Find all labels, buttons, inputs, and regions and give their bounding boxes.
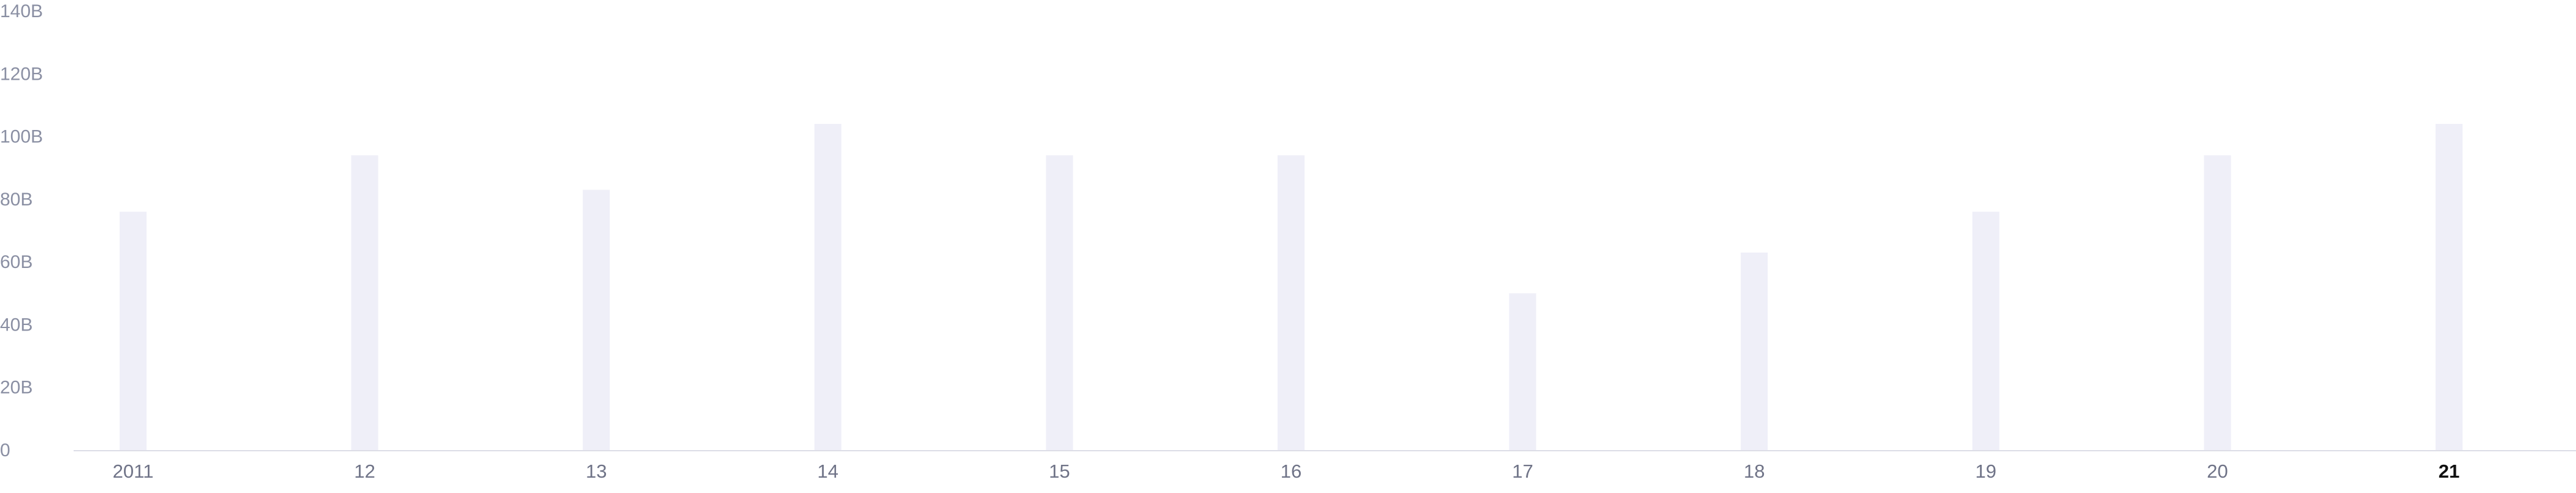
bar-15[interactable] <box>1046 155 1073 450</box>
bar-12[interactable] <box>351 155 378 450</box>
x-tick-label: 12 <box>354 461 375 482</box>
y-tick-label: 60B <box>0 252 33 272</box>
x-tick-label: 20 <box>2207 461 2228 482</box>
x-tick-label: 13 <box>586 461 607 482</box>
bar-17[interactable] <box>1509 293 1536 450</box>
y-axis: 0 20B 40B 60B 80B 100B 120B 140B <box>0 1 43 461</box>
y-tick-label: 100B <box>0 127 43 147</box>
x-tick-label: 19 <box>1976 461 1996 482</box>
x-tick-label: 15 <box>1049 461 1070 482</box>
x-tick-label: 21 <box>2439 461 2459 482</box>
x-tick-label: 2011 <box>113 461 154 482</box>
x-tick-label: 18 <box>1744 461 1765 482</box>
bar-20[interactable] <box>2204 155 2231 450</box>
x-tick-label: 14 <box>818 461 838 482</box>
bar-21[interactable] <box>2436 124 2463 451</box>
y-tick-label: 40B <box>0 315 33 335</box>
y-tick-label: 80B <box>0 189 33 210</box>
bar-19[interactable] <box>1972 212 1999 450</box>
bar-13[interactable] <box>583 189 610 450</box>
bars-group <box>120 124 2463 451</box>
bar-16[interactable] <box>1278 155 1305 450</box>
x-tick-label: 17 <box>1512 461 1533 482</box>
y-tick-label: 0 <box>0 440 10 461</box>
bar-18[interactable] <box>1741 252 1768 450</box>
bar-2011[interactable] <box>120 212 147 450</box>
x-tick-label: 16 <box>1281 461 1301 482</box>
y-tick-label: 140B <box>0 1 43 21</box>
x-axis: 2011 12 13 14 15 16 17 18 19 20 21 <box>113 461 2460 482</box>
y-tick-label: 120B <box>0 64 43 84</box>
y-tick-label: 20B <box>0 378 33 398</box>
bar-14[interactable] <box>814 124 841 451</box>
